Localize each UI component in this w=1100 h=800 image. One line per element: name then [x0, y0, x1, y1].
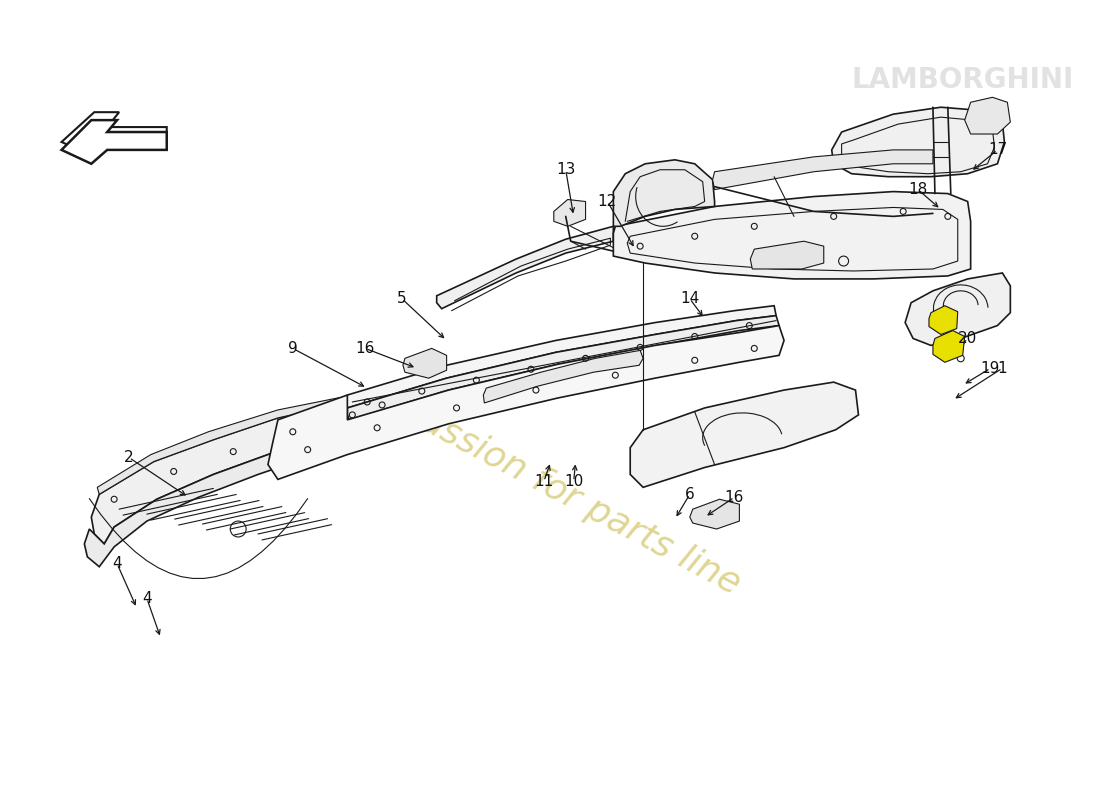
Polygon shape: [85, 440, 338, 566]
Text: 6: 6: [685, 486, 694, 502]
Text: 20: 20: [958, 331, 977, 346]
Text: 10: 10: [564, 474, 583, 489]
Polygon shape: [348, 316, 779, 420]
Text: 16: 16: [725, 490, 744, 505]
Text: a passion for parts line: a passion for parts line: [365, 378, 747, 602]
Text: 13: 13: [556, 162, 575, 178]
Text: 19: 19: [981, 361, 1000, 376]
Text: 12: 12: [597, 194, 617, 209]
Text: 18: 18: [909, 182, 927, 197]
Polygon shape: [483, 350, 644, 403]
Polygon shape: [614, 191, 970, 279]
Polygon shape: [690, 499, 739, 529]
Polygon shape: [832, 107, 1004, 177]
Polygon shape: [437, 226, 614, 309]
Text: 5: 5: [397, 291, 407, 306]
Polygon shape: [713, 150, 933, 190]
Polygon shape: [62, 112, 167, 157]
Polygon shape: [933, 330, 965, 362]
Polygon shape: [403, 348, 447, 378]
Text: 2: 2: [124, 450, 134, 465]
Polygon shape: [62, 120, 167, 164]
Polygon shape: [97, 392, 382, 494]
Polygon shape: [345, 306, 777, 408]
Polygon shape: [268, 326, 784, 479]
Polygon shape: [930, 306, 958, 334]
Text: 4: 4: [112, 556, 122, 571]
Text: 11: 11: [535, 474, 553, 489]
Polygon shape: [630, 382, 858, 487]
Polygon shape: [750, 242, 824, 269]
Polygon shape: [965, 98, 1010, 134]
Text: 4: 4: [142, 591, 152, 606]
Polygon shape: [614, 160, 715, 226]
Text: LAMBORGHINI: LAMBORGHINI: [851, 66, 1074, 94]
Polygon shape: [905, 273, 1010, 346]
Polygon shape: [91, 398, 397, 544]
Text: 16: 16: [355, 341, 375, 356]
Text: 9: 9: [288, 341, 298, 356]
Text: 17: 17: [988, 142, 1008, 158]
Text: 1: 1: [998, 361, 1008, 376]
Polygon shape: [553, 199, 585, 226]
Text: 14: 14: [680, 291, 700, 306]
